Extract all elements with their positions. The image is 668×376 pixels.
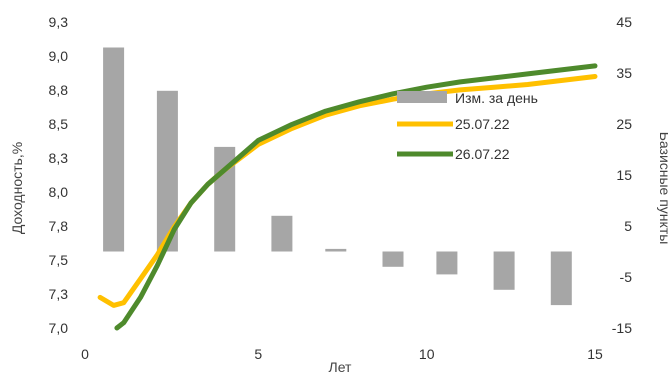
bar [325, 249, 346, 252]
x-tick-label: 0 [81, 346, 89, 362]
y-left-tick-label: 9,0 [49, 48, 69, 64]
bar [494, 252, 515, 290]
y-left-tick-label: 8,0 [49, 184, 69, 200]
bar [551, 252, 572, 306]
y-left-tick-label: 8,5 [49, 116, 69, 132]
x-axis-title: Лет [329, 359, 353, 375]
y-left-tick-label: 8,8 [49, 82, 69, 98]
bar [271, 216, 292, 252]
legend-label-series-1: 25.07.22 [455, 116, 510, 132]
y-left-tick-label: 7,3 [49, 286, 69, 302]
y-right-tick-label: 45 [616, 14, 632, 30]
legend: Изм. за день 25.07.22 26.07.22 [397, 90, 538, 162]
x-tick-label: 15 [587, 346, 603, 362]
x-tick-label: 5 [254, 346, 262, 362]
y-right-tick-label: 35 [616, 65, 632, 81]
y-axis-right-title: Базисные пункты [657, 132, 668, 245]
y-right-tick-label: 5 [624, 218, 632, 234]
y-right-tick-label: 25 [616, 116, 632, 132]
legend-label-bars: Изм. за день [455, 90, 538, 106]
legend-swatch-bars [397, 91, 447, 103]
y-axis-left-title: Доходность,% [9, 142, 25, 234]
y-right-tick-label: -5 [620, 269, 633, 285]
y-left-tick-label: 7,8 [49, 218, 69, 234]
ticks-layer: 7,0 7,3 7,5 7,8 8,0 8,3 8,5 8,8 9,0 9,3 -15 -5 5 15 25… [49, 14, 633, 362]
bar [436, 252, 457, 275]
y-left-tick-label: 9,3 [49, 14, 69, 30]
bar [103, 48, 124, 252]
y-left-tick-label: 7,5 [49, 252, 69, 268]
legend-label-series-2: 26.07.22 [455, 146, 510, 162]
y-right-tick-label: 15 [616, 167, 632, 183]
x-tick-label: 10 [419, 346, 435, 362]
y-right-tick-label: -15 [612, 320, 632, 336]
y-left-tick-label: 7,0 [49, 320, 69, 336]
bar [383, 252, 404, 267]
y-left-tick-label: 8,3 [49, 150, 69, 166]
